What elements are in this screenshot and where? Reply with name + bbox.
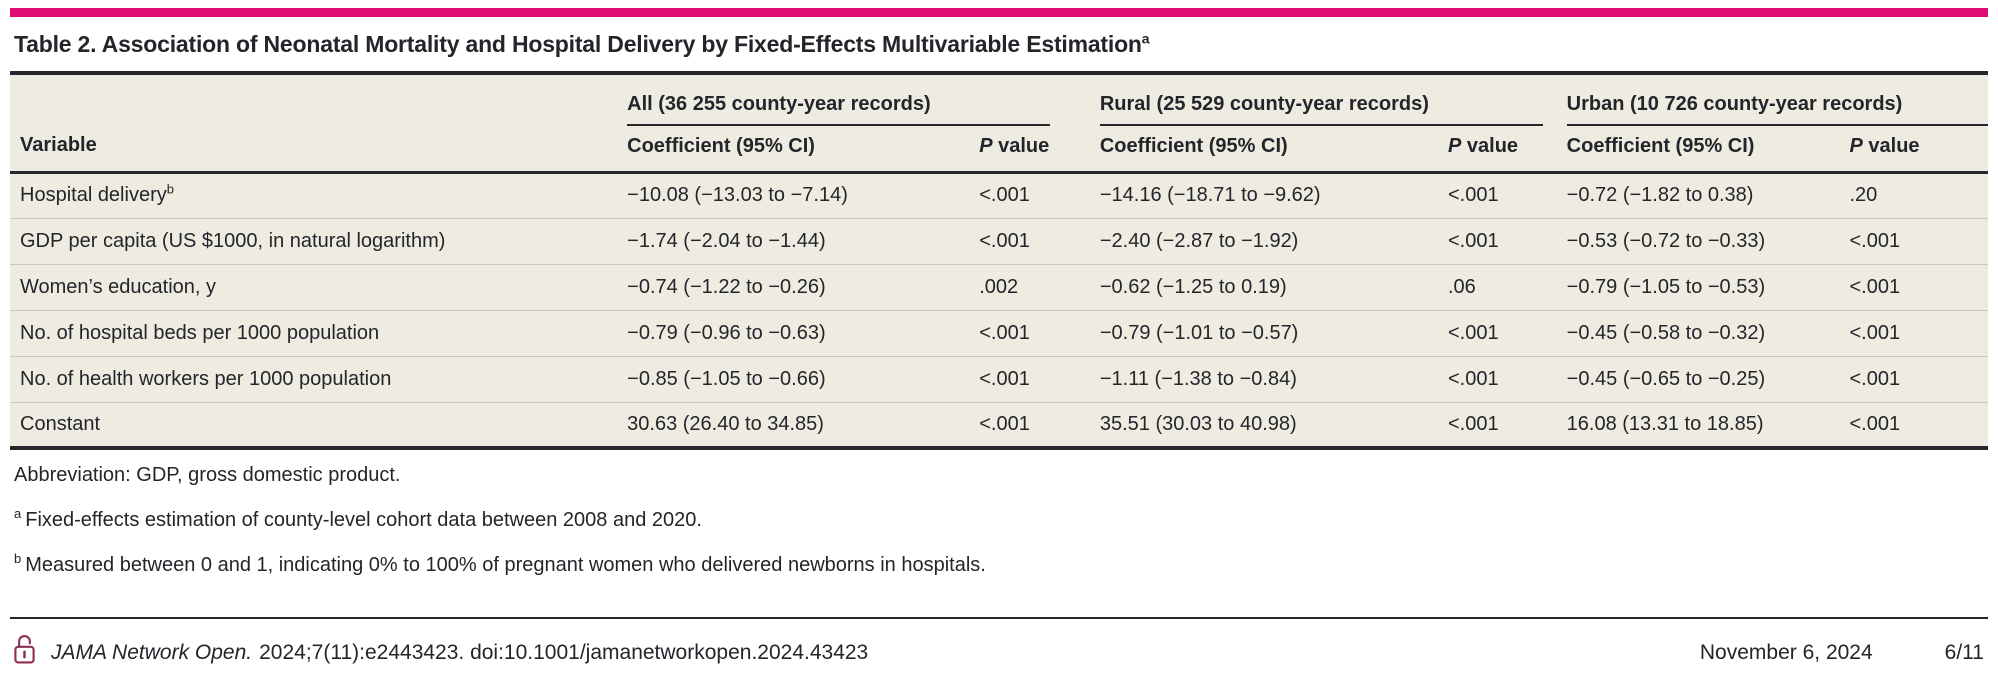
cell-rural-pvalue: <.001 bbox=[1447, 217, 1543, 264]
cell-variable: Constant bbox=[10, 401, 628, 448]
cell-all-pvalue: <.001 bbox=[979, 355, 1051, 402]
cell-urban-coefficient: 16.08 (13.31 to 18.85) bbox=[1566, 401, 1850, 448]
cell-rural-coefficient: −0.62 (−1.25 to 0.19) bbox=[1099, 263, 1448, 310]
table-row-hospital-beds: No. of hospital beds per 1000 population… bbox=[10, 309, 1988, 356]
cell-all-pvalue: .002 bbox=[979, 263, 1051, 310]
cell-spacer bbox=[1543, 172, 1567, 218]
cell-spacer bbox=[1050, 172, 1099, 218]
col-header-spacer bbox=[1050, 125, 1100, 174]
cell-urban-coefficient: −0.79 (−1.05 to −0.53) bbox=[1566, 263, 1850, 310]
col-header-all-pvalue: P value bbox=[979, 125, 1051, 174]
col-header-urban-coefficient: Coefficient (95% CI) bbox=[1566, 125, 1850, 174]
jama-brand-bar bbox=[10, 8, 1988, 17]
cell-urban-coefficient: −0.45 (−0.65 to −0.25) bbox=[1566, 355, 1850, 402]
col-header-spacer bbox=[1542, 125, 1567, 174]
cell-variable: No. of hospital beds per 1000 population bbox=[10, 309, 628, 356]
group-header-urban: Urban (10 726 county-year records) bbox=[1566, 73, 1988, 126]
cell-all-coefficient: 30.63 (26.40 to 34.85) bbox=[627, 401, 980, 448]
cell-all-pvalue: <.001 bbox=[979, 217, 1051, 264]
cell-rural-pvalue: <.001 bbox=[1447, 355, 1543, 402]
cell-urban-pvalue: <.001 bbox=[1849, 309, 1988, 356]
cell-spacer bbox=[1542, 309, 1567, 356]
cell-spacer bbox=[1050, 355, 1100, 402]
cell-all-pvalue: <.001 bbox=[979, 401, 1051, 448]
cell-all-coefficient: −10.08 (−13.03 to −7.14) bbox=[627, 184, 848, 206]
cell-variable: Hospital deliveryb bbox=[20, 181, 174, 206]
cell-urban-pvalue: <.001 bbox=[1849, 401, 1988, 448]
publication-date: November 6, 2024 bbox=[1699, 640, 1873, 664]
col-header-rural-coefficient: Coefficient (95% CI) bbox=[1099, 125, 1448, 174]
cell-urban-coefficient: −0.45 (−0.58 to −0.32) bbox=[1566, 309, 1850, 356]
cell-spacer bbox=[1050, 309, 1100, 356]
cell-urban-pvalue: <.001 bbox=[1849, 355, 1988, 402]
table-title-text: Table 2. Association of Neonatal Mortali… bbox=[14, 31, 1142, 57]
footnote-ref-a: a bbox=[1141, 30, 1150, 47]
table-row-health-workers: No. of health workers per 1000 populatio… bbox=[10, 355, 1988, 402]
page-footer: JAMA Network Open. 2024;7(11):e2443423. … bbox=[10, 619, 1988, 673]
footnote-b: b Measured between 0 and 1, indicating 0%… bbox=[14, 551, 986, 576]
cell-rural-pvalue: <.001 bbox=[1447, 184, 1499, 206]
group-header-rural: Rural (25 529 county-year records) bbox=[1099, 73, 1543, 126]
group-spacer bbox=[1543, 73, 1567, 125]
cell-rural-pvalue: <.001 bbox=[1447, 309, 1543, 356]
table-row-constant: Constant 30.63 (26.40 to 34.85) <.001 35… bbox=[10, 401, 1988, 448]
col-header-variable: Variable bbox=[10, 125, 628, 174]
page-number: 6/11 bbox=[1944, 640, 1984, 664]
cell-rural-coefficient: −14.16 (−18.71 to −9.62) bbox=[1099, 184, 1321, 206]
cell-rural-coefficient: −2.40 (−2.87 to −1.92) bbox=[1099, 217, 1448, 264]
cell-variable: Women’s education, y bbox=[10, 263, 628, 310]
group-header-row: All (36 255 county-year records) Rural (… bbox=[10, 73, 1988, 126]
cell-rural-coefficient: −0.79 (−1.01 to −0.57) bbox=[1099, 309, 1448, 356]
cell-spacer bbox=[1050, 401, 1100, 448]
cell-urban-pvalue: <.001 bbox=[1849, 263, 1988, 310]
group-header-empty bbox=[10, 73, 627, 125]
footnote-ref-b: b bbox=[166, 181, 174, 197]
cell-rural-coefficient: −1.11 (−1.38 to −0.84) bbox=[1099, 355, 1448, 402]
footnotes-section: Abbreviation: GDP, gross domestic produc… bbox=[10, 450, 1988, 577]
citation-doi: 2024;7(11):e2443423. doi:10.1001/jamanet… bbox=[259, 640, 869, 664]
cell-urban-coefficient: −0.72 (−1.82 to 0.38) bbox=[1566, 184, 1754, 206]
table-title: Table 2. Association of Neonatal Mortali… bbox=[10, 17, 1988, 71]
cell-all-pvalue: <.001 bbox=[979, 309, 1051, 356]
cell-all-coefficient: −1.74 (−2.04 to −1.44) bbox=[627, 217, 980, 264]
cell-spacer bbox=[1542, 401, 1567, 448]
group-spacer bbox=[1050, 73, 1099, 125]
cell-spacer bbox=[1542, 355, 1567, 402]
cell-all-pvalue: <.001 bbox=[979, 184, 1030, 206]
cell-variable: No. of health workers per 1000 populatio… bbox=[10, 355, 628, 402]
cell-variable: GDP per capita (US $1000, in natural log… bbox=[10, 217, 628, 264]
cell-spacer bbox=[1050, 263, 1100, 310]
cell-spacer bbox=[1542, 217, 1567, 264]
table-row-hospital-delivery: Hospital deliveryb −10.08 (−13.03 to −7.… bbox=[10, 172, 1988, 218]
cell-rural-coefficient: 35.51 (30.03 to 40.98) bbox=[1099, 401, 1448, 448]
footer-divider bbox=[10, 617, 1988, 619]
col-header-rural-pvalue: P value bbox=[1447, 125, 1543, 174]
footnote-a: a Fixed-effects estimation of county-leve… bbox=[14, 506, 702, 531]
cell-rural-pvalue: .06 bbox=[1447, 263, 1543, 310]
table-row-gdp-per-capita: GDP per capita (US $1000, in natural log… bbox=[10, 217, 1988, 264]
cell-rural-pvalue: <.001 bbox=[1447, 401, 1543, 448]
cell-urban-pvalue: <.001 bbox=[1849, 217, 1988, 264]
cell-spacer bbox=[1542, 263, 1567, 310]
col-header-urban-pvalue: P value bbox=[1849, 125, 1988, 174]
group-header-all: All (36 255 county-year records) bbox=[627, 73, 1051, 126]
open-access-lock-icon bbox=[12, 632, 37, 673]
footer-citation-block: JAMA Network Open. 2024;7(11):e2443423. … bbox=[12, 632, 868, 673]
cell-urban-pvalue: .20 bbox=[1849, 184, 1878, 206]
cell-all-coefficient: −0.85 (−1.05 to −0.66) bbox=[627, 355, 980, 402]
footer-meta-block: November 6, 2024 6/11 bbox=[1700, 641, 1984, 665]
cell-all-coefficient: −0.79 (−0.96 to −0.63) bbox=[627, 309, 980, 356]
column-header-row: Variable Coefficient (95% CI) P value Co… bbox=[10, 125, 1988, 174]
cell-all-coefficient: −0.74 (−1.22 to −0.26) bbox=[627, 263, 980, 310]
cell-spacer bbox=[1050, 217, 1100, 264]
abbreviation-note: Abbreviation: GDP, gross domestic produc… bbox=[14, 464, 401, 486]
document-page: Table 2. Association of Neonatal Mortali… bbox=[0, 8, 1998, 673]
col-header-all-coefficient: Coefficient (95% CI) bbox=[627, 125, 980, 174]
footnote-a-marker: a bbox=[14, 506, 22, 522]
cell-urban-coefficient: −0.53 (−0.72 to −0.33) bbox=[1566, 217, 1850, 264]
journal-name: JAMA Network Open. bbox=[51, 640, 253, 664]
results-table: All (36 255 county-year records) Rural (… bbox=[10, 71, 1988, 450]
footnote-b-marker: b bbox=[14, 551, 22, 567]
table-row-womens-education: Women’s education, y −0.74 (−1.22 to −0.… bbox=[10, 263, 1988, 310]
